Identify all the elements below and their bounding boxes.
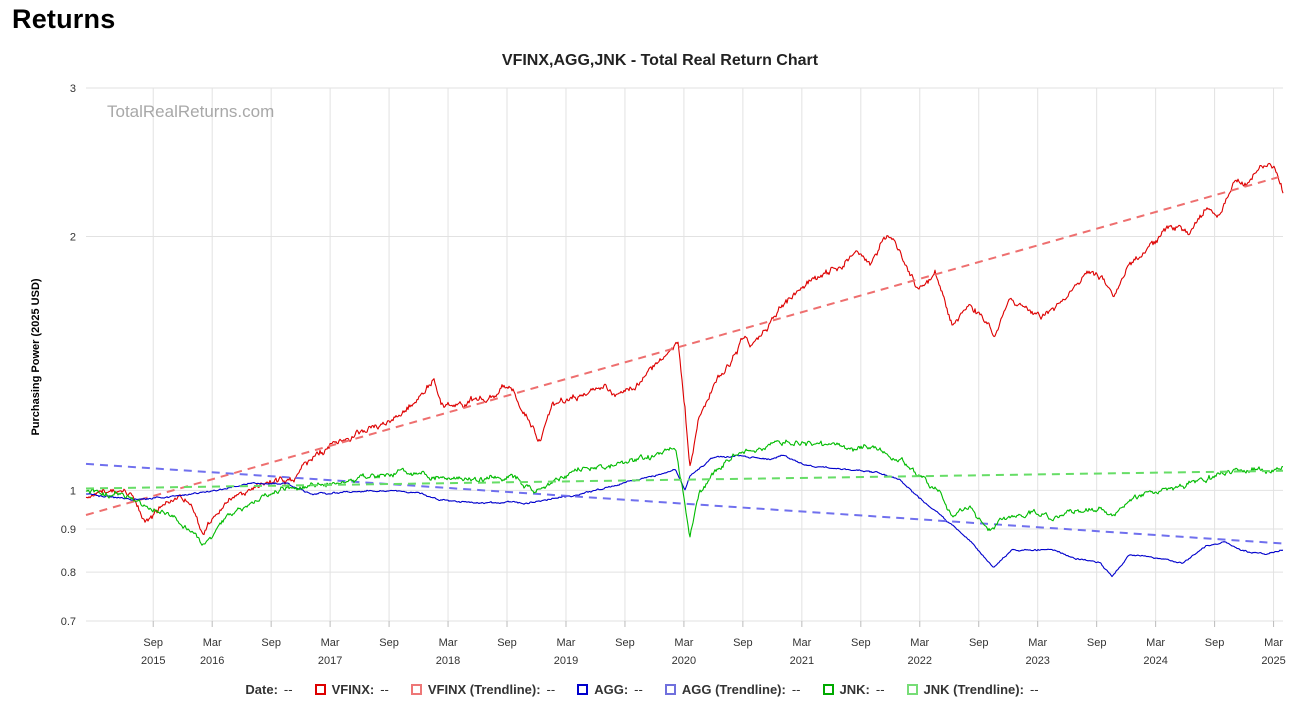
x-tick-year: 2019 bbox=[554, 655, 578, 667]
x-tick-year: 2024 bbox=[1143, 655, 1167, 667]
page-heading: Returns bbox=[12, 4, 116, 34]
x-tick-month: Mar bbox=[1146, 637, 1165, 649]
y-tick-label: 2 bbox=[70, 232, 76, 244]
series-line-agg-trendline[interactable] bbox=[85, 462, 1284, 545]
x-tick-month: Sep bbox=[143, 637, 163, 649]
legend-label: AGG (Trendline): bbox=[681, 681, 786, 697]
legend-item-vfinx-trendline[interactable]: VFINX (Trendline): -- bbox=[410, 681, 556, 697]
watermark: TotalRealReturns.com bbox=[107, 102, 274, 121]
series-line-vfinx-trendline[interactable] bbox=[85, 174, 1284, 516]
legend-value: -- bbox=[380, 681, 389, 697]
legend-value: -- bbox=[1029, 681, 1039, 697]
legend-item-jnk[interactable]: JNK: -- bbox=[822, 681, 885, 697]
legend-label: JNK: bbox=[839, 681, 870, 697]
y-tick-label: 0.9 bbox=[61, 524, 76, 536]
x-tick-month: Sep bbox=[379, 637, 399, 649]
x-tick-month: Sep bbox=[851, 637, 871, 649]
legend-value: -- bbox=[875, 681, 885, 697]
series-line-jnk-trendline[interactable] bbox=[85, 469, 1284, 490]
legend-swatch bbox=[410, 683, 422, 695]
legend-label: JNK (Trendline): bbox=[923, 681, 1024, 697]
legend-swatch bbox=[822, 683, 834, 695]
x-tick-month: Sep bbox=[733, 637, 753, 649]
x-tick-month: Sep bbox=[969, 637, 989, 649]
legend-label: VFINX (Trendline): bbox=[427, 681, 541, 697]
y-tick-label: 0.7 bbox=[61, 616, 76, 628]
series-line-agg[interactable] bbox=[86, 454, 1284, 578]
x-tick-month: Mar bbox=[439, 637, 458, 649]
x-tick-month: Sep bbox=[615, 637, 635, 649]
legend-label: AGG: bbox=[594, 681, 629, 697]
x-tick-year: 2015 bbox=[141, 655, 165, 667]
axes: 0.7 0.8 0.9 1 2 3 Sep 2015 Mar 2016 Sep Mar 2017 Sep M… bbox=[61, 83, 1286, 667]
series-group bbox=[85, 162, 1284, 578]
x-tick-month: Mar bbox=[1028, 637, 1047, 649]
x-tick-year: 2020 bbox=[672, 655, 696, 667]
x-tick-month: Sep bbox=[1087, 637, 1107, 649]
x-tick-month: Mar bbox=[321, 637, 340, 649]
y-tick-label: 0.8 bbox=[61, 567, 76, 579]
chart[interactable]: VFINX,AGG,JNK - Total Real Return Chart … bbox=[0, 0, 1306, 680]
legend-date-label: Date: bbox=[245, 681, 278, 697]
x-tick-year: 2025 bbox=[1261, 655, 1285, 667]
x-tick-month: Mar bbox=[1264, 637, 1283, 649]
legend-value: -- bbox=[634, 681, 643, 697]
legend-value: -- bbox=[546, 681, 556, 697]
y-axis-label: Purchasing Power (2025 USD) bbox=[30, 278, 42, 435]
grid bbox=[86, 87, 1283, 622]
x-tick-month: Sep bbox=[497, 637, 517, 649]
y-tick-label: 3 bbox=[70, 83, 76, 95]
y-tick-label: 1 bbox=[70, 485, 76, 497]
legend-swatch bbox=[906, 683, 918, 695]
x-tick-month: Mar bbox=[557, 637, 576, 649]
x-tick-year: 2023 bbox=[1025, 655, 1049, 667]
legend-label: VFINX: bbox=[331, 681, 375, 697]
x-tick-month: Mar bbox=[674, 637, 693, 649]
x-tick-month: Sep bbox=[261, 637, 281, 649]
legend-item-vfinx[interactable]: VFINX: -- bbox=[314, 681, 389, 697]
series-line-jnk[interactable] bbox=[85, 439, 1284, 546]
legend-date-value: -- bbox=[283, 681, 293, 697]
legend-swatch bbox=[577, 683, 589, 695]
x-tick-year: 2021 bbox=[790, 655, 814, 667]
x-tick-year: 2018 bbox=[436, 655, 460, 667]
legend-value: -- bbox=[791, 681, 801, 697]
chart-title: VFINX,AGG,JNK - Total Real Return Chart bbox=[502, 52, 819, 69]
x-tick-year: 2016 bbox=[200, 655, 224, 667]
x-tick-month: Mar bbox=[203, 637, 222, 649]
legend-item-agg-trendline[interactable]: AGG (Trendline): -- bbox=[664, 681, 801, 697]
x-tick-year: 2017 bbox=[318, 655, 342, 667]
x-tick-year: 2022 bbox=[908, 655, 932, 667]
x-tick-month: Sep bbox=[1205, 637, 1225, 649]
legend-swatch bbox=[664, 683, 676, 695]
legend-item-agg[interactable]: AGG: -- bbox=[577, 682, 643, 697]
legend-date: Date: -- bbox=[245, 682, 292, 697]
series-line-vfinx[interactable] bbox=[85, 162, 1284, 536]
legend-item-jnk-trendline[interactable]: JNK (Trendline): -- bbox=[906, 681, 1039, 697]
legend: Date: -- VFINX: -- VFINX (Trendline): --… bbox=[0, 680, 1306, 698]
legend-swatch bbox=[314, 683, 326, 695]
x-tick-month: Mar bbox=[792, 637, 811, 649]
x-tick-month: Mar bbox=[910, 637, 929, 649]
